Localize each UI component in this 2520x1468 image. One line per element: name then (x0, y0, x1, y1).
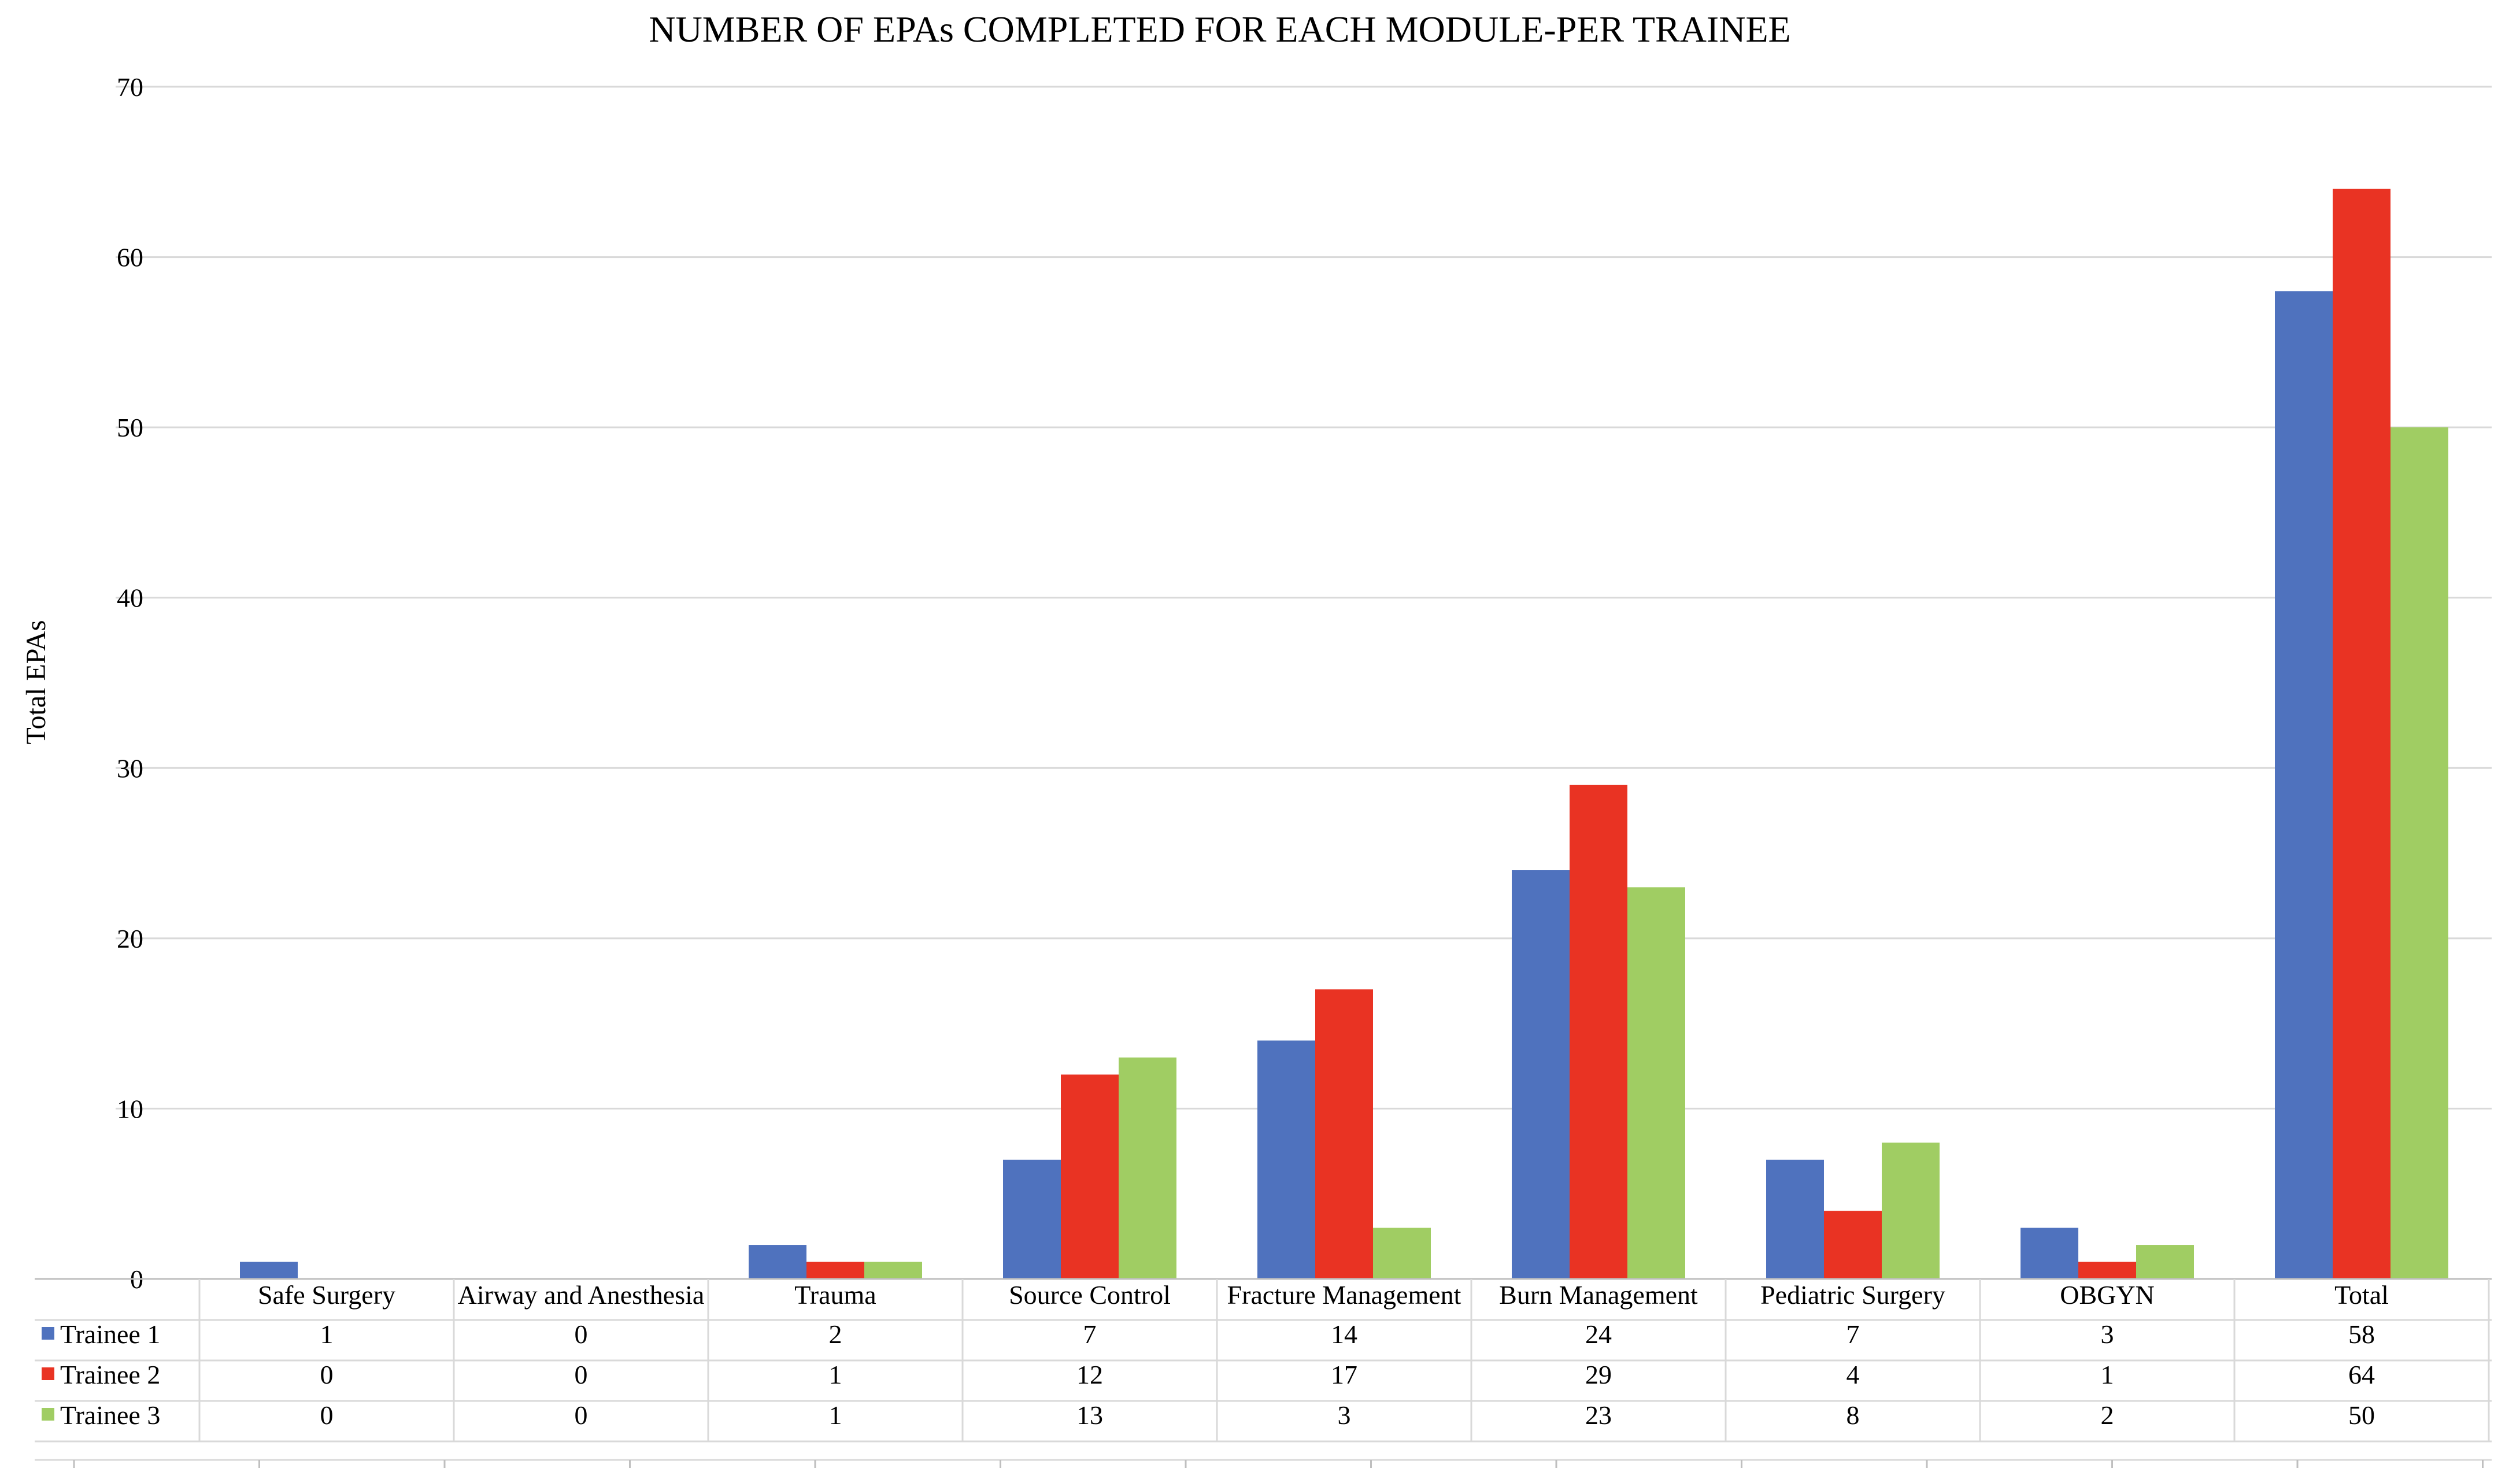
bar-trainee-2 (1570, 785, 1627, 1279)
category-label: Total (2334, 1280, 2389, 1310)
y-tick-label: 30 (117, 753, 143, 783)
bar-trainee-3 (1373, 1227, 1431, 1279)
table-cell-value: 0 (575, 1360, 588, 1389)
table-cell-value: 17 (1331, 1360, 1357, 1389)
table-cell-value: 0 (320, 1360, 334, 1389)
bar-trainee-1 (1766, 1159, 1824, 1279)
table-cell-value: 50 (2348, 1400, 2375, 1430)
table-cell-value: 2 (2101, 1400, 2114, 1430)
gridlines (116, 86, 2492, 1280)
y-tick-label: 10 (117, 1094, 143, 1123)
bar-trainee-1 (240, 1262, 298, 1279)
data-table: Safe Surgery Airway and Anesthesia Trauma S… (35, 1278, 2492, 1468)
bars (240, 188, 2448, 1280)
table-cell-value: 13 (1076, 1400, 1103, 1430)
table-cell-value: 64 (2348, 1360, 2375, 1389)
table-cell-value: 29 (1585, 1360, 1612, 1389)
y-axis-label: Total EPAs (21, 620, 51, 745)
bar-trainee-3 (2391, 427, 2448, 1280)
bar-trainee-2 (806, 1262, 864, 1279)
table-cell-value: 0 (575, 1319, 588, 1349)
y-tick-label: 40 (117, 583, 143, 613)
table-cell-value: 12 (1076, 1360, 1103, 1389)
table-cell-value: 23 (1585, 1400, 1612, 1430)
bar-trainee-1 (749, 1245, 806, 1279)
table-cell-value: 1 (829, 1360, 842, 1389)
table-cell-value: 7 (1846, 1319, 1860, 1349)
table-cell-value: 3 (1338, 1400, 1351, 1430)
bar-trainee-3 (1119, 1057, 1176, 1279)
bar-trainee-2 (1315, 989, 1373, 1279)
bar-trainee-3 (864, 1262, 922, 1279)
bar-trainee-1 (1003, 1159, 1061, 1279)
table-cell-value: 24 (1585, 1319, 1612, 1349)
category-label: OBGYN (2060, 1280, 2155, 1310)
category-label: Trauma (794, 1280, 876, 1310)
table-cell-value: 1 (829, 1400, 842, 1430)
table-cell-value: 58 (2348, 1319, 2375, 1349)
table-cell-value: 1 (2101, 1360, 2114, 1389)
table-cell-value: 2 (829, 1319, 842, 1349)
table-cell-value: 1 (320, 1319, 334, 1349)
category-label: Source Control (1009, 1280, 1171, 1310)
chart-title: NUMBER OF EPAs COMPLETED FOR EACH MODULE… (649, 9, 1790, 50)
table-cell-value: 4 (1846, 1360, 1860, 1389)
table-cell-value: 14 (1331, 1319, 1357, 1349)
table-cell-value: 7 (1083, 1319, 1097, 1349)
legend-swatch (42, 1408, 54, 1421)
y-tick-label: 60 (117, 243, 143, 272)
bar-trainee-1 (1257, 1040, 1315, 1279)
y-tick-label: 70 (117, 72, 143, 102)
y-tick-label: 50 (117, 413, 143, 442)
table-cell-value: 3 (2101, 1319, 2114, 1349)
legend-label: Trainee 1 (60, 1319, 160, 1349)
bar-trainee-3 (1882, 1142, 1940, 1279)
table-cell-value: 0 (575, 1400, 588, 1430)
legend-label: Trainee 3 (60, 1400, 160, 1430)
bar-trainee-2 (2333, 188, 2391, 1279)
category-label: Safe Surgery (258, 1280, 395, 1310)
bar-trainee-2 (2078, 1262, 2136, 1279)
y-tick-label: 20 (117, 924, 143, 953)
legend-label: Trainee 2 (60, 1360, 160, 1389)
bar-trainee-1 (2021, 1227, 2078, 1279)
bar-trainee-2 (1824, 1211, 1882, 1279)
table-cell-value: 8 (1846, 1400, 1860, 1430)
legend-swatch (42, 1327, 54, 1340)
bar-trainee-2 (1061, 1074, 1119, 1279)
category-label: Airway and Anesthesia (458, 1280, 705, 1310)
bar-trainee-3 (2136, 1245, 2194, 1279)
bar-trainee-3 (1627, 887, 1685, 1279)
category-label: Fracture Management (1227, 1280, 1461, 1310)
bar-trainee-1 (1512, 870, 1570, 1279)
category-label: Burn Management (1499, 1280, 1698, 1310)
category-label: Pediatric Surgery (1760, 1280, 1945, 1310)
bar-trainee-1 (2275, 291, 2333, 1279)
legend-swatch (42, 1367, 54, 1380)
table-cell-value: 0 (320, 1400, 334, 1430)
